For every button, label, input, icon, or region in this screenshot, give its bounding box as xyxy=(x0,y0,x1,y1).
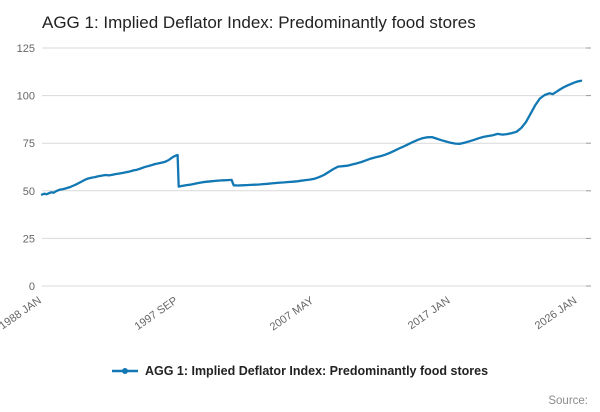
source-label: Source: xyxy=(548,395,588,407)
svg-text:1988 JAN: 1988 JAN xyxy=(0,295,44,333)
plot-area: 0 25 50 75 100 125 1988 JAN 1997 SEP 2007 MAY 201… xyxy=(0,36,600,341)
chart-legend[interactable]: AGG 1: Implied Deflator Index: Predomina… xyxy=(0,364,600,378)
svg-text:125: 125 xyxy=(17,43,35,55)
svg-text:50: 50 xyxy=(23,186,35,198)
legend-line-swatch xyxy=(111,368,138,374)
svg-text:2017 JAN: 2017 JAN xyxy=(406,295,453,333)
chart-page: AGG 1: Implied Deflator Index: Predomina… xyxy=(0,12,600,407)
svg-text:75: 75 xyxy=(23,138,35,150)
svg-text:1997 SEP: 1997 SEP xyxy=(133,295,180,333)
chart-title: AGG 1: Implied Deflator Index: Predomina… xyxy=(42,13,476,32)
svg-text:25: 25 xyxy=(23,233,35,245)
svg-text:100: 100 xyxy=(17,91,35,103)
svg-text:0: 0 xyxy=(29,281,35,293)
legend-label: AGG 1: Implied Deflator Index: Predomina… xyxy=(144,364,489,378)
svg-text:2007 MAY: 2007 MAY xyxy=(268,294,317,333)
line-chart-canvas: 0 25 50 75 100 125 1988 JAN 1997 SEP 2007 MAY 201… xyxy=(0,43,591,333)
svg-text:2026 JAN: 2026 JAN xyxy=(533,295,580,333)
